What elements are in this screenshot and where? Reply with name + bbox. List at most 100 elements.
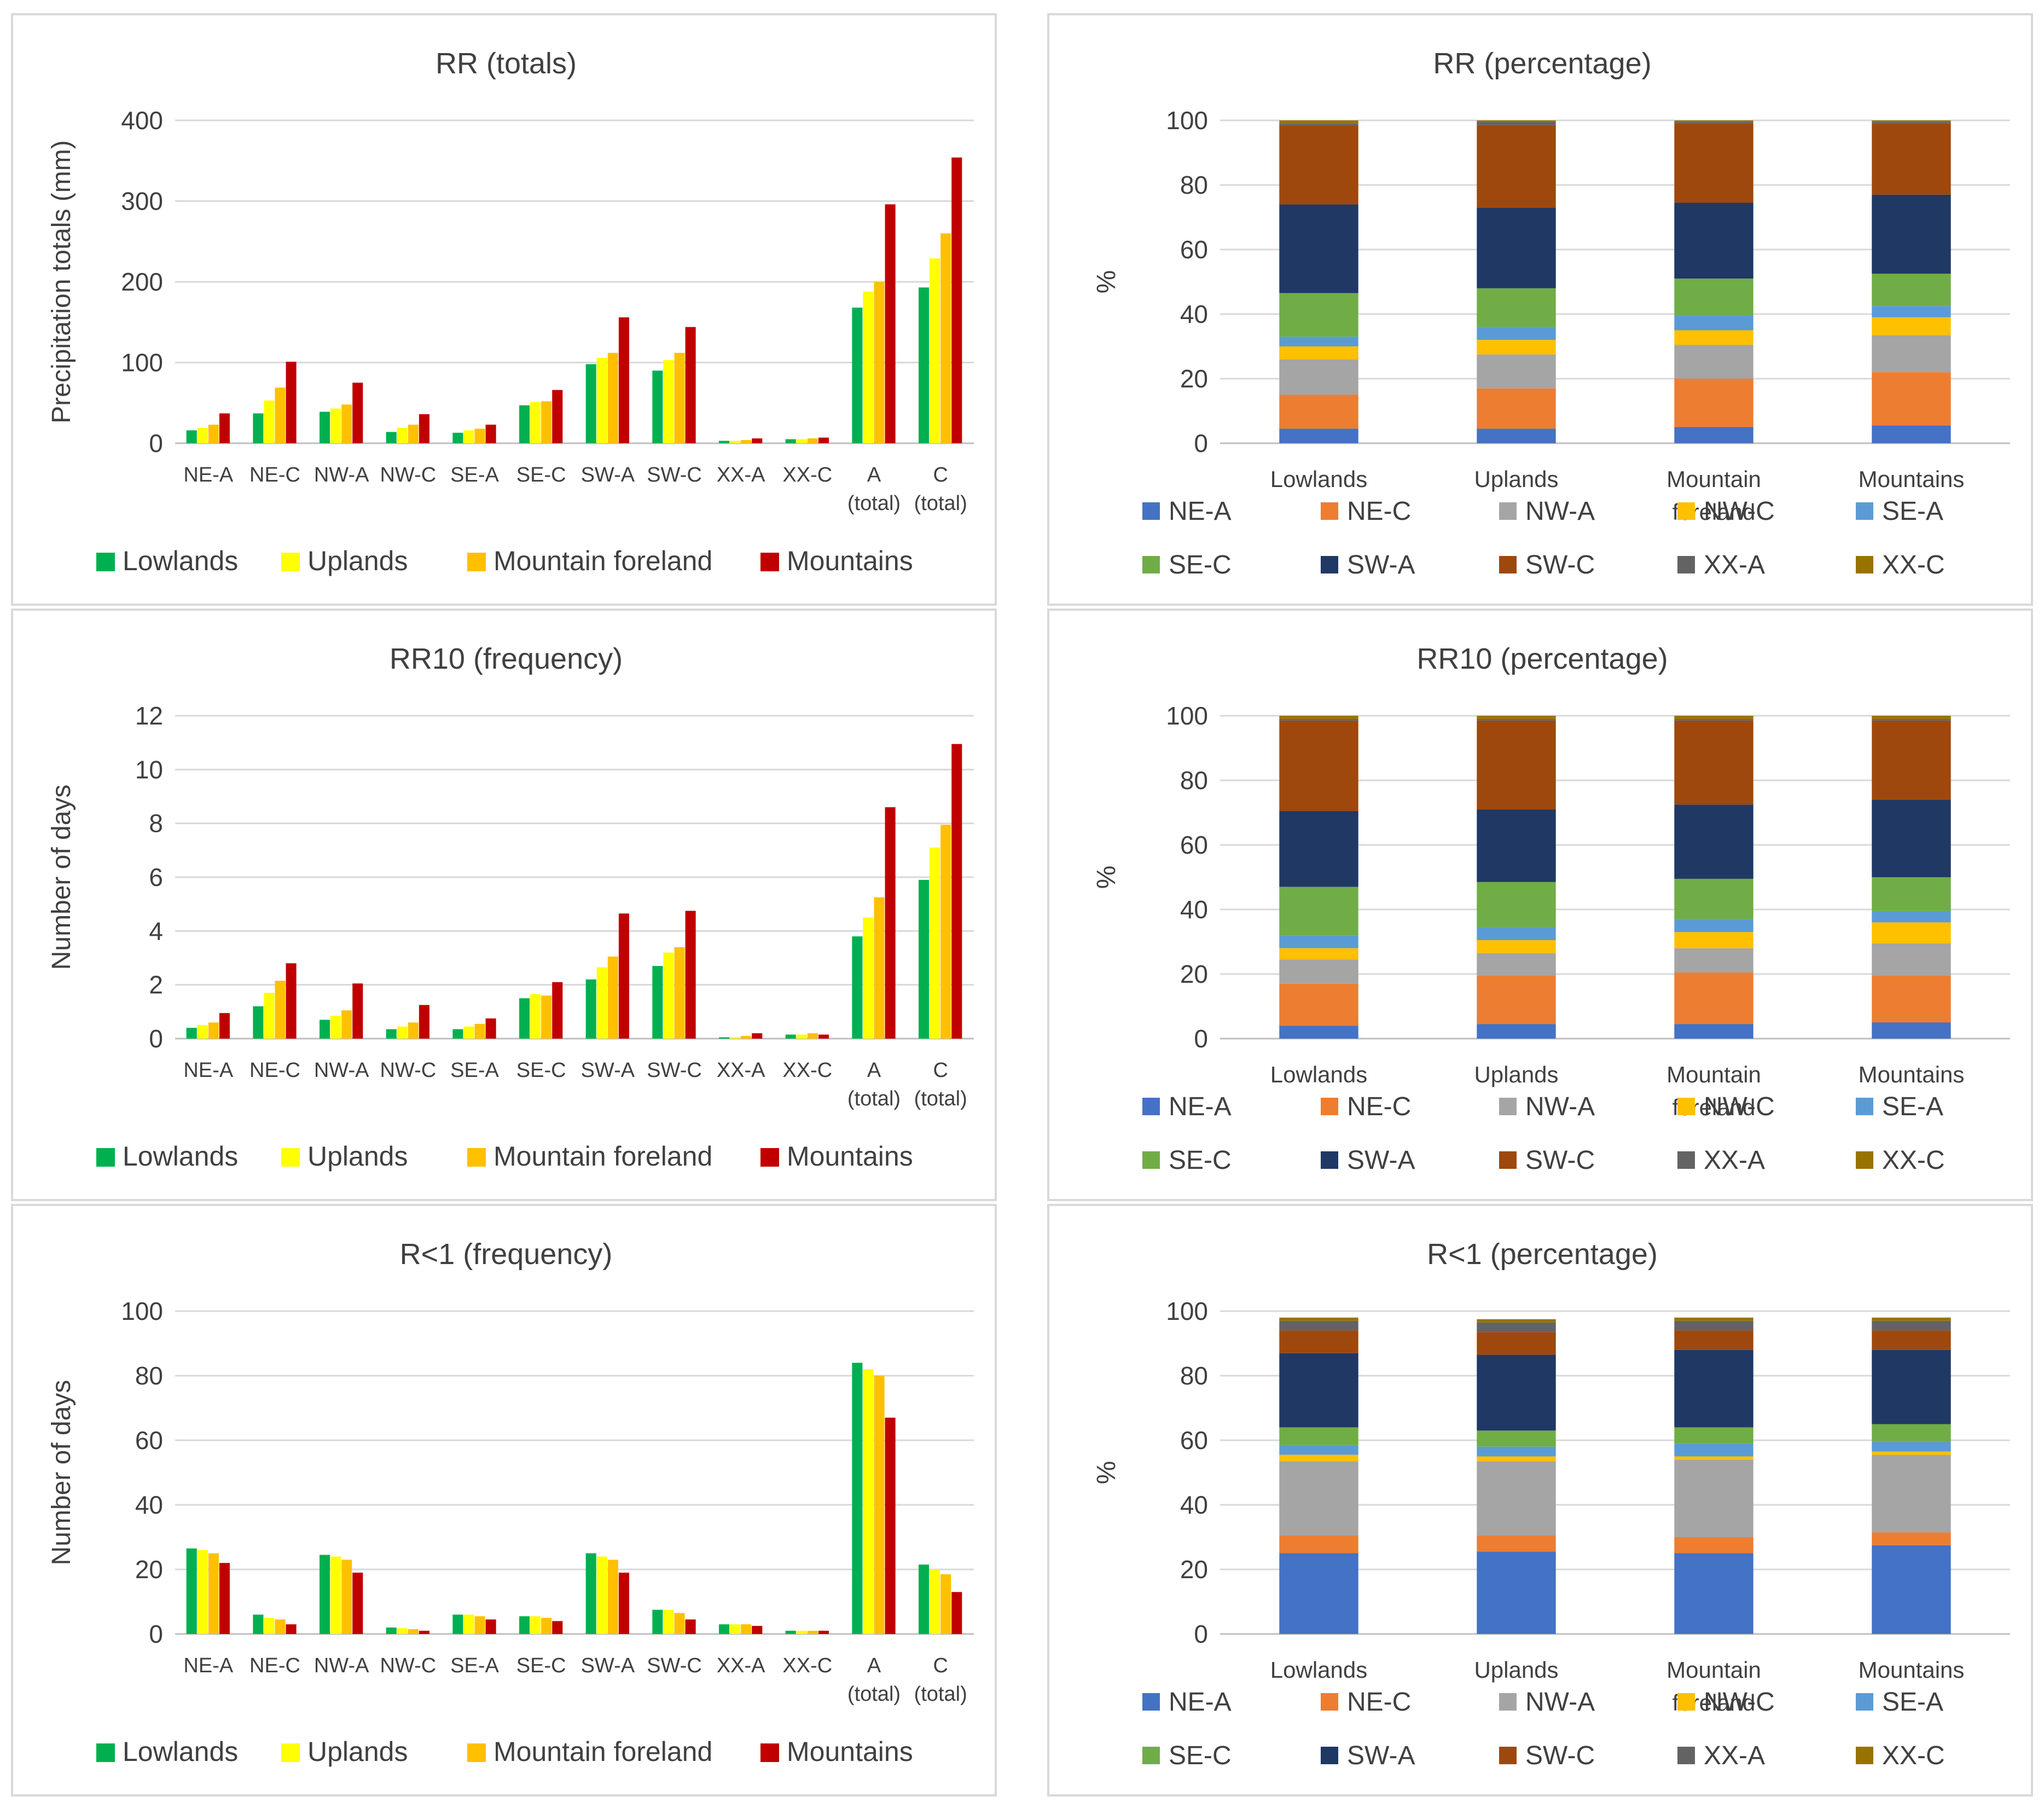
bar-uplands-se-c [530,994,541,1039]
x-tick-label: SW-C [647,1059,702,1082]
x-tick-label: XX-A [717,1654,765,1677]
segment-sw-a-lowlands [1279,1353,1358,1428]
segment-sw-c-mountains [1872,123,1951,195]
segment-nw-c-mountain-foreland [1674,1456,1753,1460]
bar-mountains-nw-c [419,1631,429,1634]
segment-nw-c-mountain-foreland [1674,932,1753,948]
y-tick-label: 100 [1166,702,1208,730]
x-tick-label: SW-C [647,1654,702,1677]
bar-mountains-se-a [485,425,496,443]
bar-lowlands-se-a [452,1029,463,1039]
segment-xx-a-mountains [1872,718,1951,721]
bar-uplands-c-total [930,258,940,443]
legend-swatch-se-a [1856,1693,1873,1711]
y-tick-label: 300 [121,187,163,216]
bar-lowlands-nw-c [386,432,397,443]
bar-uplands-se-a [463,1026,474,1039]
bar-lowlands-nw-c [386,1029,397,1039]
bar-mountains-nw-a [352,383,363,443]
legend-label-sw-c: SW-C [1525,1741,1595,1770]
legend-swatch-mountains [760,1148,779,1167]
legend-swatch-mountain-foreland [467,553,486,571]
segment-sw-a-uplands [1477,809,1556,882]
bar-uplands-a-total [863,917,874,1039]
legend-swatch-xx-c [1856,556,1873,573]
x-tick-label: SW-A [581,1059,635,1082]
bar-lowlands-se-c [519,998,530,1039]
legend-label-nw-a: NW-A [1525,497,1595,526]
x-tick-label: C [933,1059,948,1082]
segment-ne-a-lowlands [1279,428,1358,443]
legend-swatch-nw-c [1677,1098,1695,1115]
y-tick-label: 0 [1194,429,1208,457]
y-tick-label: 100 [1166,106,1208,135]
legend-swatch-ne-c [1321,502,1338,520]
segment-se-a-lowlands [1279,935,1358,948]
bar-mountains-xx-a [752,1626,763,1634]
x-tick-label: Uplands [1474,1062,1558,1087]
segment-se-c-lowlands [1279,886,1358,936]
bar-lowlands-xx-c [785,439,796,443]
segment-se-a-mountains [1872,1441,1951,1452]
legend-label-mountain-foreland: Mountain foreland [493,546,712,576]
legend-label-uplands: Uplands [307,1736,408,1767]
x-tick-label: A [867,1059,881,1082]
x-tick-label: NW-A [314,1059,369,1082]
y-tick-label: 40 [135,1491,163,1519]
x-tick-label: NE-C [249,463,300,486]
y-axis-label: % [1092,270,1121,294]
legend-swatch-mountains [760,553,779,571]
segment-nw-a-lowlands [1279,1461,1358,1536]
segment-ne-a-mountain-foreland [1674,1024,1753,1039]
y-tick-label: 20 [135,1555,163,1584]
y-tick-label: 8 [149,809,163,838]
y-tick-label: 80 [1180,1361,1208,1390]
segment-se-a-mountains [1872,911,1951,923]
bar-uplands-sw-c [663,952,674,1039]
bar-uplands-sw-c [663,360,674,443]
segment-nw-c-lowlands [1279,346,1358,360]
bar-lowlands-ne-c [253,1614,264,1634]
legend-label-ne-a: NE-A [1169,1688,1232,1717]
segment-nw-a-uplands [1477,354,1556,389]
bar-mountain-foreland-se-a [474,428,485,443]
bar-mountain-foreland-nw-a [341,1560,352,1634]
x-tick-label: Lowlands [1270,1657,1367,1683]
bar-mountain-foreland-se-a [474,1616,485,1634]
segment-ne-c-uplands [1477,1535,1556,1552]
y-tick-label: 80 [135,1361,163,1390]
legend-label-sw-a: SW-A [1347,550,1415,580]
y-axis-label: Number of days [47,785,76,970]
segment-se-a-mountain-foreland [1674,315,1753,331]
segment-ne-a-uplands [1477,1551,1556,1634]
legend-swatch-sw-c [1499,556,1517,573]
x-tick-label: XX-C [782,1654,832,1677]
segment-sw-c-mountain-foreland [1674,1330,1753,1350]
segment-xx-c-lowlands [1279,1317,1358,1321]
x-tick-label: C [933,1654,948,1677]
bar-uplands-ne-a [197,427,208,443]
bar-lowlands-se-a [452,432,463,443]
segment-ne-c-lowlands [1279,395,1358,429]
bar-mountains-nw-a [352,1572,363,1634]
bar-uplands-c-total [930,1569,940,1634]
segment-nw-c-mountains [1872,922,1951,943]
segment-xx-a-uplands [1477,718,1556,721]
chart-rr10-percentage: RR10 (percentage) 0 20 40 60 80 100% Lowlands Up… [1092,642,2010,1175]
x-tick-label: (total) [847,1087,901,1110]
legend-swatch-ne-a [1142,502,1160,520]
y-tick-label: 80 [1180,171,1208,199]
segment-se-a-lowlands [1279,1445,1358,1455]
legend-label-mountain-foreland: Mountain foreland [493,1736,712,1767]
segment-se-a-lowlands [1279,337,1358,346]
x-tick-label: Mountain [1666,466,1761,492]
x-tick-label: NW-C [380,463,436,486]
bar-lowlands-xx-a [719,1037,730,1039]
legend-swatch-nw-a [1499,1693,1517,1711]
segment-xx-c-mountains [1872,716,1951,719]
bar-uplands-xx-a [730,1037,741,1039]
segment-sw-c-lowlands [1279,1330,1358,1353]
x-tick-label: Uplands [1474,1657,1558,1683]
bar-mountains-xx-a [752,438,763,443]
bar-mountains-xx-c [818,1631,829,1634]
